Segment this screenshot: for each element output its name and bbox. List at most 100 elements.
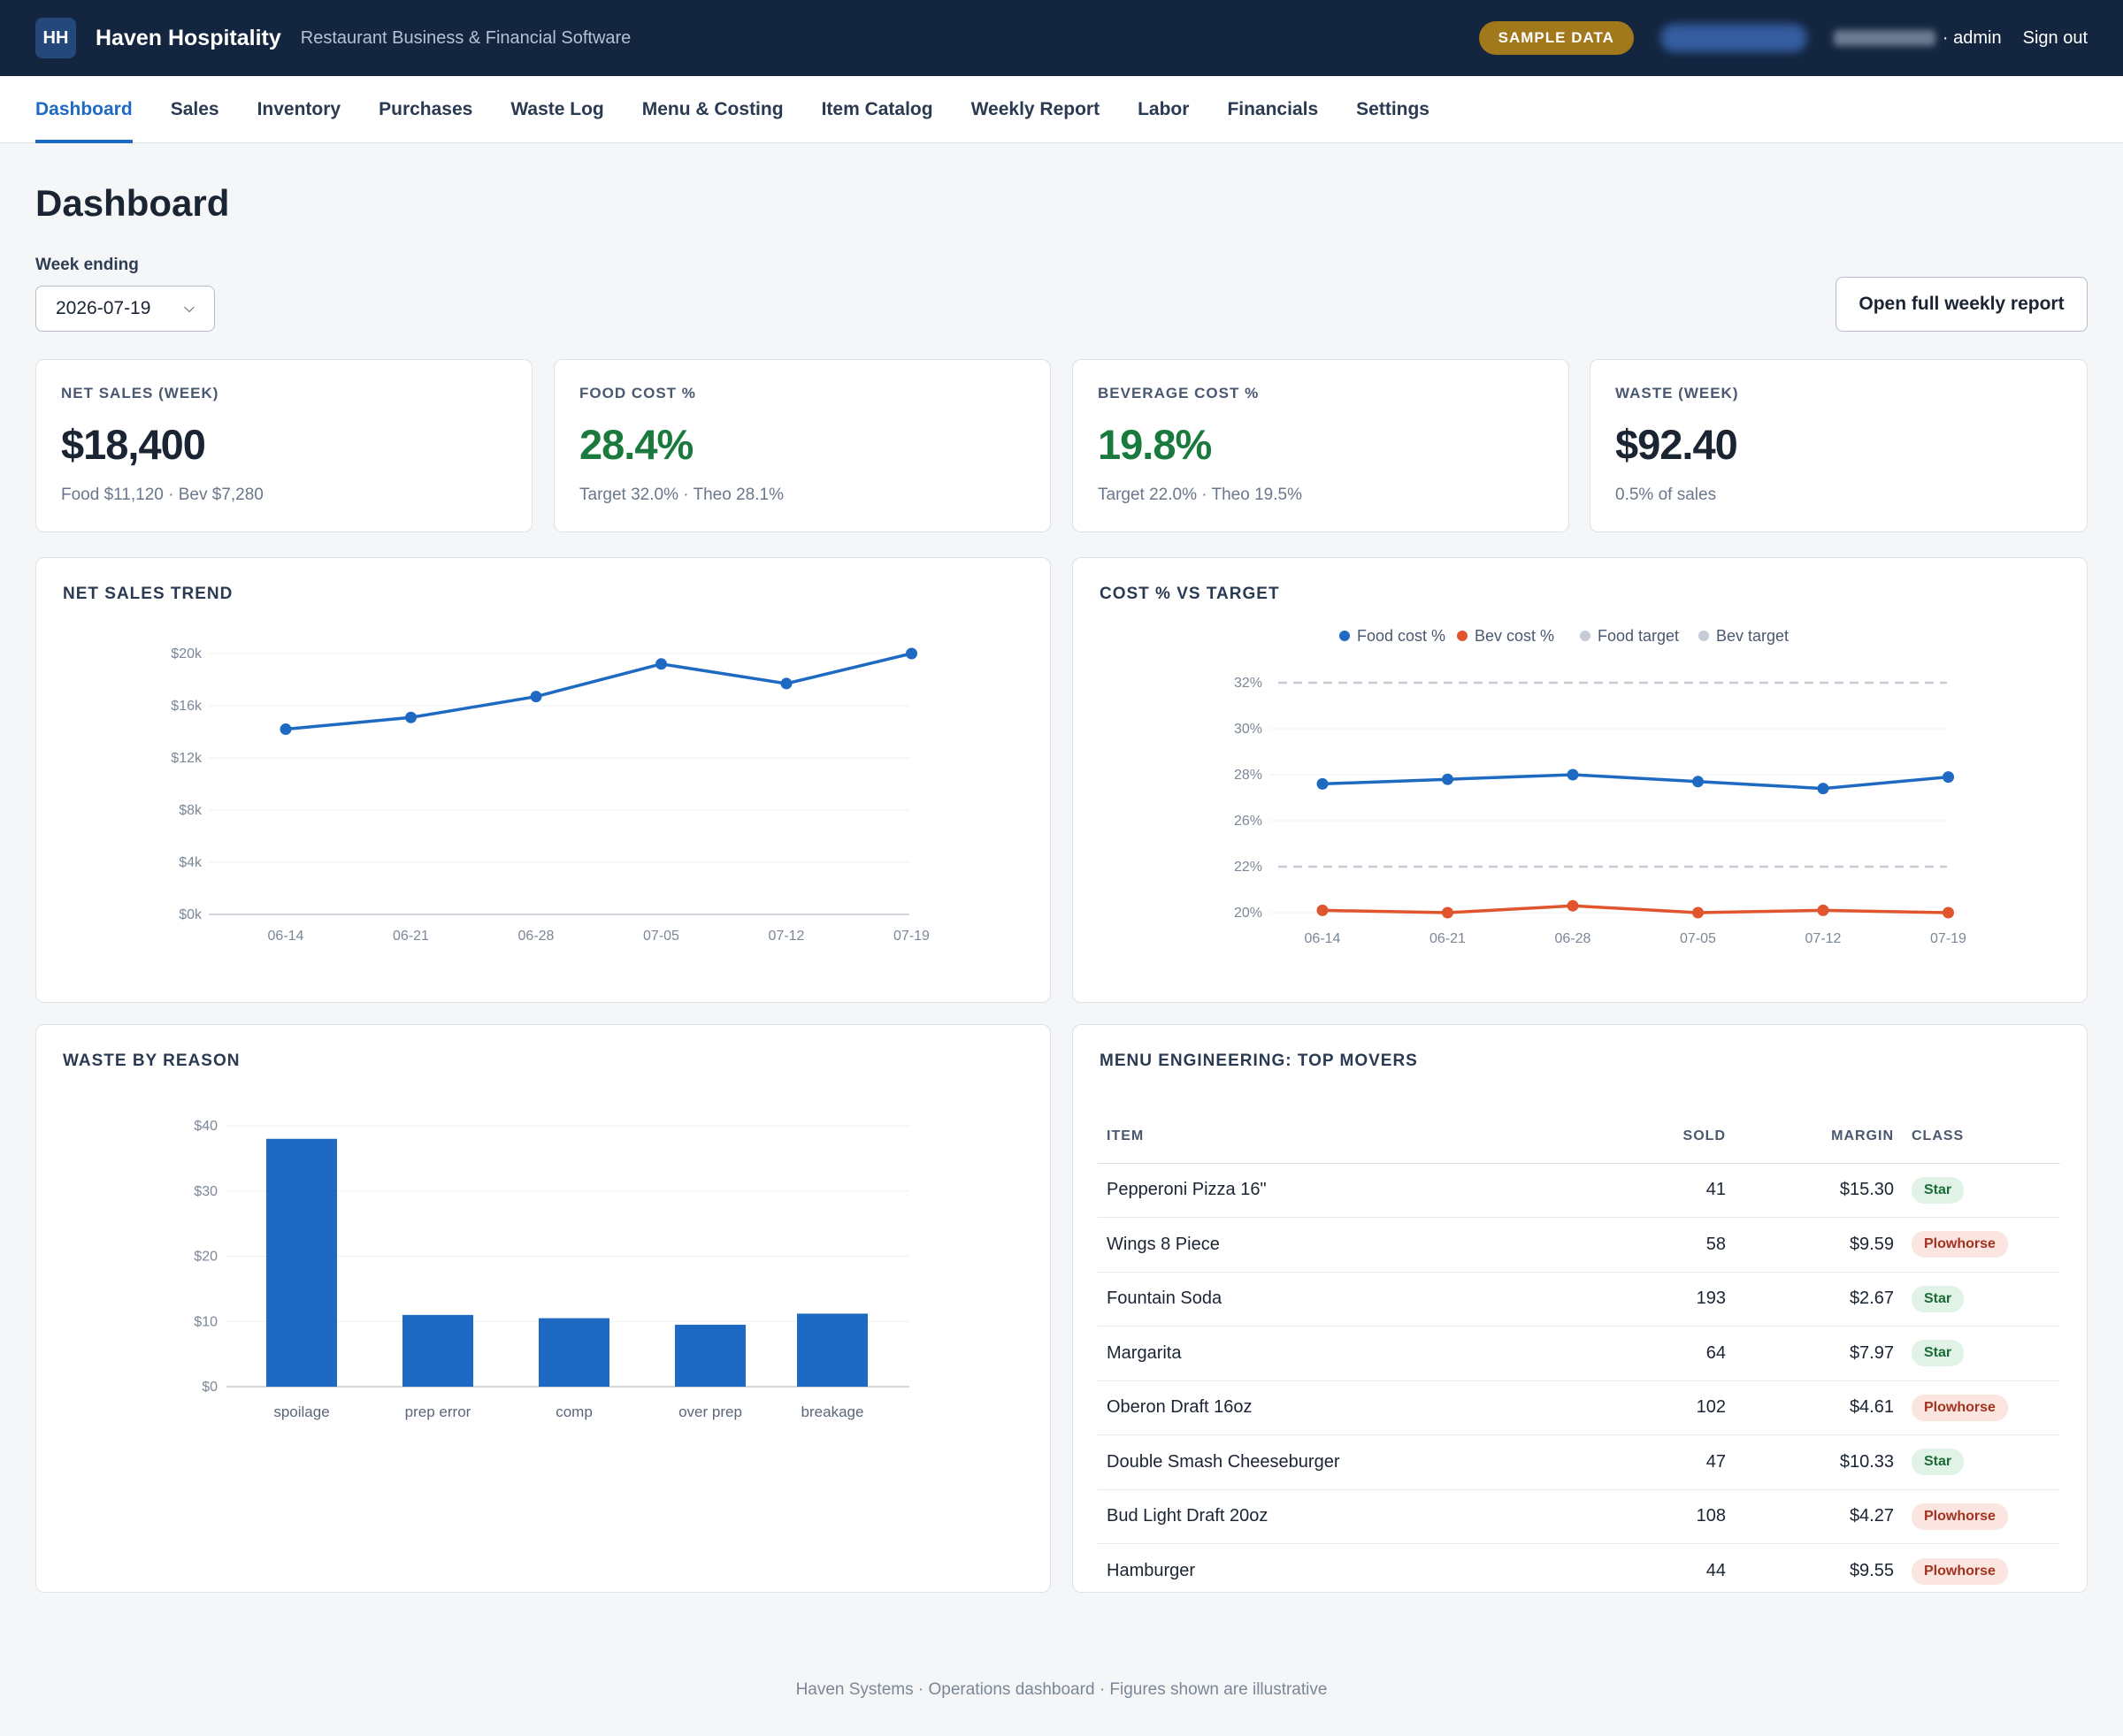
kpi-label: BEVERAGE COST % [1098,385,1260,401]
sign-out-link[interactable]: Sign out [2022,27,2088,48]
week-ending-select[interactable]: 2026-07-19 ⌵ [35,286,215,332]
sales-point [530,691,542,703]
panel-title: NET SALES TREND [63,585,234,603]
item-class-cell: Plowhorse [1903,1544,2060,1599]
class-badge: Plowhorse [1912,1231,2008,1258]
sales-point [280,723,292,736]
item-margin: $9.59 [1735,1217,1903,1273]
table-row: Fountain Soda 193 $2.67 Star [1098,1272,2060,1327]
kpi-value: 28.4% [579,421,694,468]
y-tick-label: $40 [194,1119,218,1134]
item-margin: $7.97 [1735,1326,1903,1381]
x-tick-label: comp [556,1403,593,1420]
column-header-sold: SOLD [1558,1110,1735,1164]
nav-financials[interactable]: Financials [1227,99,1319,119]
legend-label: Food target [1598,627,1679,645]
item-sold: 44 [1705,1561,1726,1580]
kpi-sub: 0.5% of sales [1615,486,1717,504]
nav-weekly-report[interactable]: Weekly Report [970,99,1100,119]
item-class-cell: Star [1903,1272,2060,1327]
x-tick-label: 07-19 [1930,931,1966,946]
week-ending-label: Week ending [35,256,139,274]
class-badge: Star [1912,1449,1965,1476]
x-tick-label: 06-28 [518,929,555,944]
waste-bar [539,1318,609,1387]
x-tick-label: 07-05 [643,929,679,944]
nav-labor[interactable]: Labor [1138,99,1190,119]
bev-cost-point [1817,904,1829,916]
kpi-value: $18,400 [61,421,206,468]
waste-bar [675,1324,746,1387]
item-class-cell: Star [1903,1326,2060,1381]
open-weekly-report-button[interactable]: Open full weekly report [1836,277,2088,332]
legend-swatch [1339,631,1350,641]
y-tick-label: $0 [202,1380,218,1395]
brand-name: Haven Hospitality [96,25,281,50]
nav-purchases[interactable]: Purchases [379,99,473,119]
main-nav: Dashboard Sales Inventory Purchases Wast… [0,76,2123,143]
kpi-sub: Food $11,120 · Bev $7,280 [61,486,264,504]
class-badge: Star [1912,1340,1965,1367]
legend-swatch [1698,631,1709,641]
food-cost-point [1442,773,1453,785]
x-tick-label: spoilage [273,1403,329,1420]
kpi-food-cost: FOOD COST % 28.4% Target 32.0% · Theo 28… [554,359,1051,532]
bev-cost-point [1442,906,1453,919]
item-sold: 58 [1558,1217,1735,1273]
nav-settings[interactable]: Settings [1356,99,1429,119]
y-tick-label: $8k [179,803,203,818]
item-name: Oberon Draft 16oz [1098,1380,1558,1435]
panel-title: COST % VS TARGET [1100,585,1280,603]
nav-sales[interactable]: Sales [170,99,219,119]
food-cost-point [1567,769,1579,781]
sales-point [655,658,667,670]
net-sales-trend-chart: $0k $4k $8k $12k $16k $20k 06-14 06-21 06-28 07-0… [171,646,930,944]
item-class-cell: Plowhorse [1903,1217,2060,1273]
x-tick-label: 06-21 [1429,931,1466,946]
net-sales-trend-panel: NET SALES TREND $0k $4k $8k $12k $16k $20k 06-… [35,557,1051,1003]
nav-menu-costing[interactable]: Menu & Costing [641,99,784,119]
x-tick-label: 06-28 [1555,931,1591,946]
week-ending-value: 2026-07-19 [56,298,151,318]
x-tick-label: breakage [801,1403,864,1420]
kpi-sub: Target 32.0% · Theo 28.1% [579,486,784,504]
waste-bar [266,1138,337,1387]
chevron-down-icon: ⌵ [183,301,195,316]
redacted-user-name [1833,30,1935,46]
item-sold: 193 [1558,1272,1735,1327]
bev-cost-point [1943,906,1954,919]
item-class-cell: Star [1903,1163,2060,1218]
legend-label: Bev cost % [1475,627,1554,645]
column-header-item: ITEM [1098,1110,1558,1164]
sample-data-badge: SAMPLE DATA [1478,21,1634,55]
y-tick-label: $12k [171,751,203,766]
panel-title: MENU ENGINEERING: TOP MOVERS [1100,1052,1418,1070]
sales-point [780,677,793,690]
x-tick-label: 07-05 [1680,931,1716,946]
nav-dashboard[interactable]: Dashboard [35,76,133,143]
panel-title: WASTE BY REASON [63,1052,241,1070]
nav-item-catalog[interactable]: Item Catalog [821,99,933,119]
item-margin: $10.33 [1735,1434,1903,1490]
item-margin: $9.55 [1849,1561,1894,1580]
item-sold: 108 [1558,1489,1735,1544]
bev-cost-point [1567,899,1579,912]
column-header-class: CLASS [1903,1110,2060,1164]
redacted-location-pill[interactable] [1659,24,1807,52]
y-tick-label: $20 [194,1250,218,1265]
y-tick-label: 20% [1234,906,1262,921]
x-tick-label: prep error [405,1403,471,1420]
kpi-label: FOOD COST % [579,385,696,401]
kpi-beverage-cost: BEVERAGE COST % 19.8% Target 22.0% · The… [1072,359,1569,532]
item-sold: 102 [1558,1380,1735,1435]
food-cost-point [1692,776,1704,788]
nav-waste-log[interactable]: Waste Log [510,99,604,119]
sales-point [906,647,917,660]
legend-swatch [1457,631,1468,641]
cost-vs-target-panel: COST % VS TARGET Food cost % Bev cost % Fo… [1072,557,2088,1003]
top-bar: HH Haven Hospitality Restaurant Business… [0,0,2123,76]
nav-inventory[interactable]: Inventory [257,99,341,119]
item-name: Margarita [1098,1326,1558,1381]
y-tick-label: $10 [194,1314,218,1329]
x-tick-label: 07-19 [893,929,930,944]
